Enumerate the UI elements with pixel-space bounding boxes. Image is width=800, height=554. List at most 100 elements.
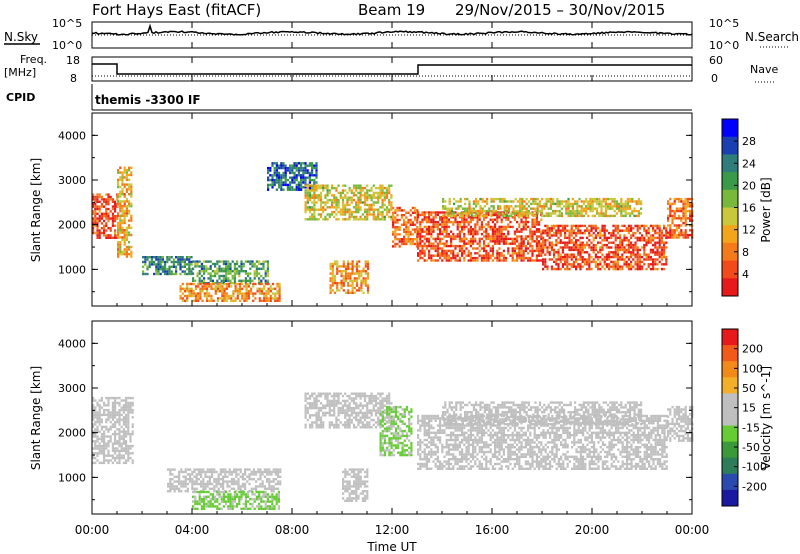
data-cell xyxy=(98,449,101,453)
data-cell xyxy=(588,263,591,266)
data-cell xyxy=(103,430,106,433)
data-cell xyxy=(208,470,211,474)
data-cell xyxy=(273,507,276,510)
data-cell xyxy=(96,454,99,457)
data-cell xyxy=(286,186,289,189)
data-cell xyxy=(155,272,158,276)
data-cell xyxy=(614,246,617,249)
data-cell xyxy=(652,260,655,264)
data-cell xyxy=(564,246,567,249)
data-cell xyxy=(346,423,349,427)
data-cell xyxy=(243,299,246,302)
data-cell xyxy=(669,212,672,215)
data-cell xyxy=(612,241,615,244)
data-cell xyxy=(259,468,262,471)
data-cell xyxy=(279,480,282,483)
data-cell xyxy=(182,480,185,483)
data-cell xyxy=(259,475,262,478)
data-cell xyxy=(637,202,640,206)
data-cell xyxy=(492,197,495,201)
data-cell xyxy=(317,198,320,202)
data-cell xyxy=(121,212,124,215)
data-cell xyxy=(280,188,283,191)
data-cell xyxy=(121,236,124,239)
data-cell xyxy=(247,279,250,282)
data-cell xyxy=(100,227,103,230)
data-cell xyxy=(366,260,370,263)
data-cell xyxy=(206,470,209,474)
data-cell xyxy=(225,267,228,270)
data-cell xyxy=(186,478,189,481)
data-cell xyxy=(463,249,466,253)
data-cell xyxy=(278,171,281,175)
data-cell xyxy=(467,216,470,219)
data-cell xyxy=(339,194,342,197)
data-cell xyxy=(469,242,472,245)
data-cell xyxy=(328,426,331,429)
data-cell xyxy=(286,188,289,191)
data-cell xyxy=(480,232,483,236)
data-cell xyxy=(430,256,433,260)
data-cell xyxy=(370,213,373,216)
data-cell xyxy=(535,228,538,231)
data-cell xyxy=(654,253,657,256)
data-cell xyxy=(523,200,526,203)
data-cell xyxy=(421,252,424,255)
data-cell xyxy=(96,236,99,239)
data-cell xyxy=(405,238,408,241)
data-cell xyxy=(519,197,522,201)
data-cell xyxy=(377,186,380,190)
data-cell xyxy=(434,259,437,262)
data-cell xyxy=(328,213,331,216)
data-cell xyxy=(212,282,215,286)
data-cell xyxy=(317,416,320,419)
data-cell xyxy=(531,240,534,243)
data-cell xyxy=(175,480,178,483)
data-cell xyxy=(459,205,462,208)
data-cell xyxy=(117,205,120,208)
data-cell xyxy=(658,236,661,240)
data-cell xyxy=(476,242,479,245)
data-cell xyxy=(458,259,461,262)
data-cell xyxy=(121,207,124,210)
data-cell xyxy=(654,236,657,240)
data-cell xyxy=(266,279,269,282)
data-cell xyxy=(331,262,334,266)
data-cell xyxy=(579,258,582,261)
data-cell xyxy=(533,240,536,243)
data-cell xyxy=(317,394,320,398)
data-cell xyxy=(374,208,378,211)
data-cell xyxy=(524,223,527,226)
data-cell xyxy=(304,394,307,398)
data-cell xyxy=(678,236,681,239)
data-cell xyxy=(509,220,512,224)
data-cell xyxy=(507,225,510,229)
data-cell xyxy=(479,205,482,208)
data-cell xyxy=(266,478,269,481)
data-cell xyxy=(592,239,595,242)
data-cell xyxy=(203,267,206,270)
data-cell xyxy=(203,272,206,275)
data-cell xyxy=(313,208,316,211)
data-cell xyxy=(249,267,252,270)
data-cell xyxy=(566,260,569,264)
data-cell xyxy=(319,194,323,197)
data-cell xyxy=(224,470,227,474)
data-cell xyxy=(166,272,169,276)
data-cell xyxy=(233,480,236,483)
data-cell xyxy=(317,186,320,190)
data-cell xyxy=(206,468,209,471)
data-cell xyxy=(472,214,475,218)
data-cell xyxy=(96,227,99,230)
data-cell xyxy=(344,392,347,395)
data-cell xyxy=(201,285,204,288)
data-cell xyxy=(300,183,303,187)
data-cell xyxy=(216,270,219,273)
data-cell xyxy=(284,178,287,182)
data-cell xyxy=(123,176,126,179)
data-cell xyxy=(98,217,101,220)
data-cell xyxy=(421,220,424,224)
data-cell xyxy=(269,178,272,182)
data-cell xyxy=(98,411,101,414)
data-cell xyxy=(457,200,460,203)
